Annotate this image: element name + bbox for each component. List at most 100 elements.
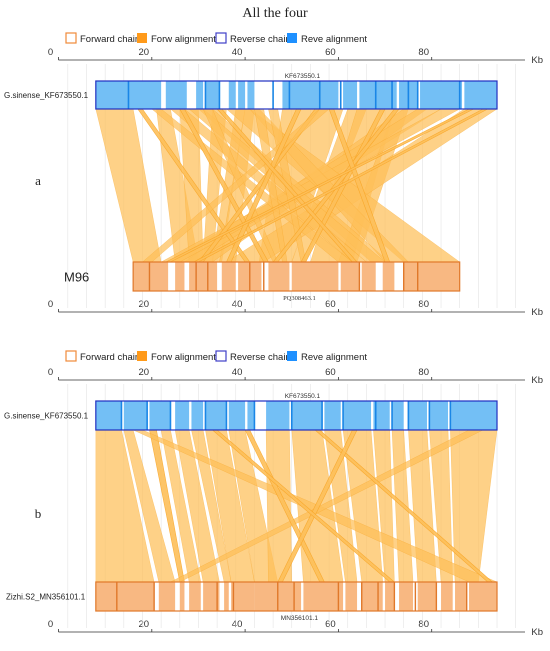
top-chain-mark-9 [391,81,393,109]
bottom-chain-block-7 [291,262,339,291]
top-chain-mark-14 [449,401,452,430]
axis-unit: Kb [531,627,543,638]
bottom-chain-block-3 [189,262,218,291]
legend-label-1: Forward chain [80,34,140,45]
top-chain-mark-4 [204,401,207,430]
legend-label-3: Reverse chain [230,352,291,363]
legend-swatch-3 [215,32,227,44]
bottom-chain-block-1 [95,582,155,611]
top-chain-mark-12 [458,81,461,109]
tick-label-40: 40 [232,47,243,58]
top-chain-mark-6 [318,81,321,109]
top-chain-block-5 [228,81,236,109]
top-chain-label: G.sinense_KF673550.1 [4,91,89,100]
panel-b: Forward chain Forw alignment Reverse chain… [4,350,543,638]
axis-unit: Kb [531,307,543,318]
top-chain-block-10 [291,401,323,430]
top-chain-block-12 [420,81,463,109]
tick-label-20: 20 [139,619,150,630]
bottom-chain-mark-1 [148,262,151,291]
bottom-chain-mark-3 [207,262,209,291]
bottom-chain-block-4 [221,262,236,291]
top-chain-block-2 [165,81,187,109]
top-chain-block-3 [149,401,171,430]
top-chain-mark-2 [204,81,207,109]
top-chain-block-8 [247,401,255,430]
top-chain-block-5 [191,401,204,430]
tick-label-20: 20 [139,47,150,58]
tick-label-0: 0 [48,367,53,378]
top-chain-id: KF673550.1 [285,393,321,400]
top-chain-label: G.sinense_KF673550.1 [4,412,89,421]
bottom-chain-mark-9 [377,582,379,611]
top-chain-mark-7 [290,401,293,430]
top-chain-block-16 [429,401,449,430]
top-chain-block-4 [175,401,190,430]
tick-label-80: 80 [418,619,429,630]
bottom-chain-mark-2 [195,262,197,291]
alignment-links [95,108,498,263]
tick-label-0: 0 [48,299,53,310]
tick-label-60: 60 [325,619,336,630]
top-chain-block-9 [343,81,358,109]
tick-label-40: 40 [232,619,243,630]
top-chain-block-15 [408,401,428,430]
top-chain-block-13 [373,401,390,430]
top-axis: 0 20 40 60 80 Kb [48,47,543,66]
tick-label-80: 80 [418,367,429,378]
top-chain-mark-11 [391,401,393,430]
bottom-chain-block-10 [382,262,395,291]
top-chain-block-7 [247,81,255,109]
alignment-link-17 [450,429,498,583]
top-chain-mark-1 [120,401,123,430]
bottom-axis: 0 20 40 60 80 Kb [48,619,543,638]
top-chain-block-3 [196,81,204,109]
alignment-links [95,429,498,583]
top-chain-id: KF673550.1 [285,73,321,80]
bottom-chain-mark-11 [414,582,417,611]
bottom-chain-block-9 [303,582,344,611]
top-chain-block-6 [205,401,227,430]
top-chain-mark-9 [342,401,344,430]
panel-letter: a [35,173,41,188]
top-chain-mark-13 [428,401,431,430]
axis-unit: Kb [531,375,543,386]
bottom-chain-block-3 [179,582,185,611]
bottom-chain-label: Zizhi.S2_MN356101.1 [6,593,86,602]
bottom-chain-block-2 [158,582,176,611]
legend-swatch-2 [137,33,147,43]
legend-swatch-2 [137,351,147,361]
bottom-chain-mark-7 [403,262,405,291]
top-chain-mark-2 [146,401,148,430]
legend-swatch-1 [65,32,77,44]
bottom-chain-block-15 [441,582,453,611]
top-chain-mark-12 [407,401,410,430]
bottom-chain-mark-6 [358,262,361,291]
bottom-chain-block-14 [417,582,437,611]
top-chain-mark-11 [416,81,419,109]
bottom-chain-mark-2 [153,582,155,611]
bottom-chain-block-6 [224,582,229,611]
bottom-chain-block-9 [361,262,376,291]
bottom-chain-mark-7 [337,582,340,611]
panel-letter: b [35,506,42,521]
top-chain-mark-10 [407,81,410,109]
bottom-chain-mark-5 [277,582,279,611]
bottom-chain-block-8 [340,262,360,291]
bottom-chain-mark-5 [263,262,265,291]
bottom-chain-id: PQ308463.1 [283,295,316,302]
tick-label-40: 40 [232,299,243,310]
bottom-chain-block-5 [203,582,220,611]
top-chain-mark-5 [288,81,291,109]
top-chain-block-6 [238,81,246,109]
bottom-chain-block-11 [361,582,383,611]
top-chain-block-12 [343,401,372,430]
panel-a: Forward chain Forw alignment Reverse chain… [4,32,543,318]
bottom-chain-id: MN356101.1 [281,615,319,622]
bottom-chain-label: M96 [64,270,89,285]
top-chain-outline [95,400,498,431]
panels: Forward chain Forw alignment Reverse chain… [4,32,543,638]
top-chain-block-8 [282,81,339,109]
top-chain-mark-10 [374,401,377,430]
top-chain-block-1 [95,401,122,430]
